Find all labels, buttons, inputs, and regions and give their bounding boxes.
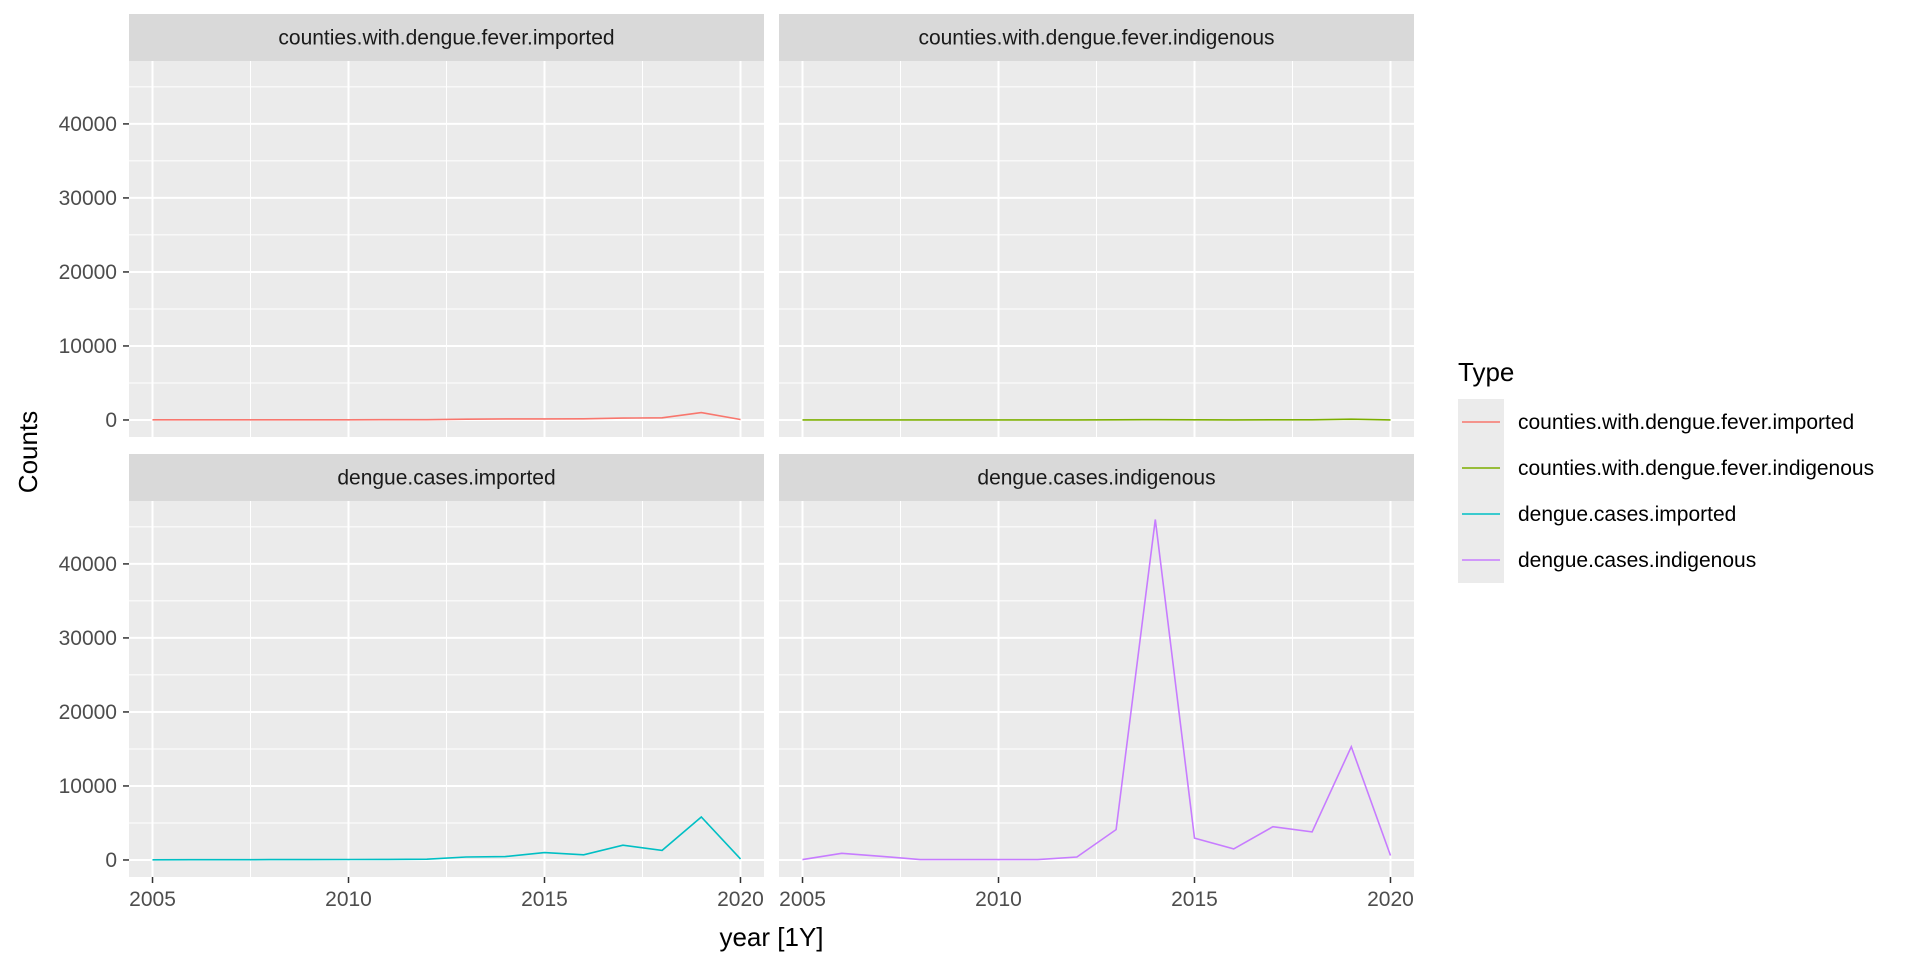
y-tick-label: 30000	[59, 627, 117, 650]
y-tick-label: 40000	[59, 113, 117, 136]
x-tick-label: 2020	[717, 888, 764, 911]
y-tick-label: 0	[105, 409, 117, 432]
facet-strip	[779, 14, 1414, 61]
series-line-dengue.cases.imported	[152, 815, 742, 861]
legend-label: dengue.cases.indigenous	[1518, 549, 1756, 572]
x-tick-label: 2020	[1367, 888, 1414, 911]
facet-strip	[129, 14, 764, 61]
x-tick-label: 2005	[779, 888, 826, 911]
x-tick-label: 2005	[129, 888, 176, 911]
y-tick-label: 0	[105, 849, 117, 872]
x-axis-title: year [1Y]	[719, 922, 823, 952]
facet-strip	[779, 454, 1414, 501]
x-tick-label: 2010	[325, 888, 372, 911]
legend-label: dengue.cases.imported	[1518, 503, 1736, 526]
facet-strip	[129, 454, 764, 501]
y-tick-label: 20000	[59, 261, 117, 284]
facet-strip-label: dengue.cases.imported	[337, 467, 555, 490]
x-tick-label: 2015	[521, 888, 568, 911]
y-tick-label: 30000	[59, 187, 117, 210]
facet-strip-label: counties.with.dengue.fever.imported	[278, 27, 614, 50]
legend-title: Type	[1458, 357, 1514, 387]
x-tick-label: 2015	[1171, 888, 1218, 911]
y-tick-label: 20000	[59, 701, 117, 724]
facet-strip-label: dengue.cases.indigenous	[977, 467, 1215, 490]
facet-strip-label: counties.with.dengue.fever.indigenous	[918, 27, 1274, 50]
legend-label: counties.with.dengue.fever.imported	[1518, 411, 1854, 434]
y-tick-label: 10000	[59, 335, 117, 358]
series-line-counties.with.dengue.fever.imported	[152, 411, 741, 421]
x-tick-label: 2010	[975, 888, 1022, 911]
y-tick-label: 40000	[59, 553, 117, 576]
y-tick-label: 10000	[59, 775, 117, 798]
series-line-dengue.cases.indigenous	[802, 519, 1392, 861]
y-axis-title: Counts	[13, 411, 43, 493]
series-line-counties.with.dengue.fever.indigenous	[802, 418, 1391, 421]
legend-label: counties.with.dengue.fever.indigenous	[1518, 457, 1874, 480]
